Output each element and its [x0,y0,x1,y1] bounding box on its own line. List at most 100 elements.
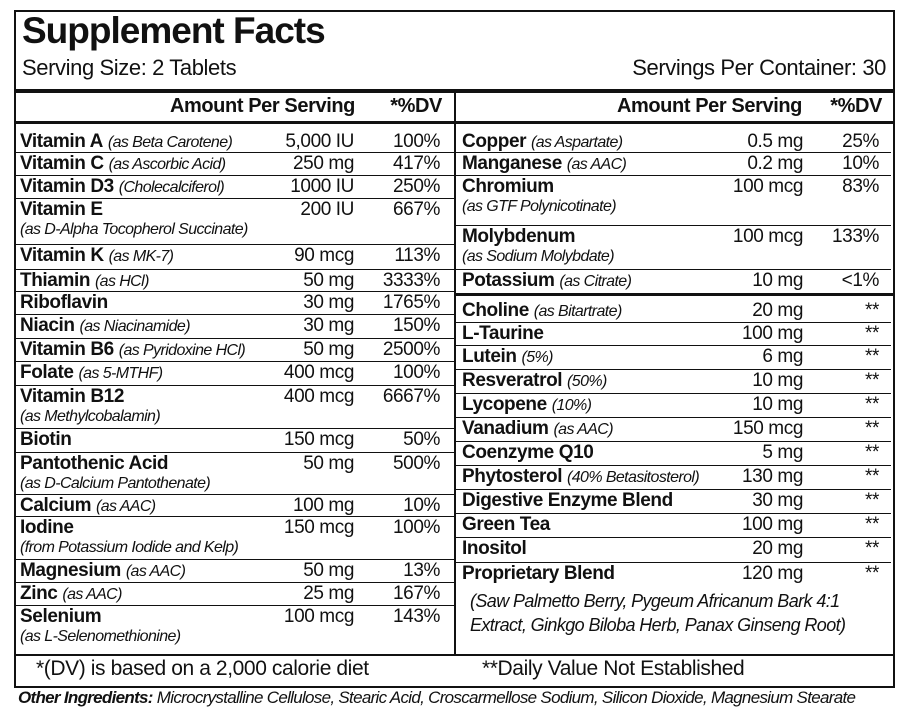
nutrient-name: Coenzyme Q10 [462,442,594,463]
amount: 30 mg [752,490,803,511]
amount: 25 mg [303,583,354,604]
nutrient-name: Vitamin A [20,131,103,152]
row-rule [14,198,454,199]
nutrient-name: Vitamin C [20,153,104,174]
daily-value: 500% [393,453,440,474]
nutrient-note: (as AAC) [62,586,122,603]
nutrient-note: (40% Betasitosterol) [567,469,700,486]
nutrient-note: (as Methylcobalamin) [20,408,161,425]
daily-value: 143% [393,606,440,627]
nutrient-row: Vitamin A (as Beta Carotene) 5,000 IU 100% [20,131,454,153]
amount: 30 mg [303,315,354,336]
amount: 120 mg [742,563,803,584]
nutrient-row: Manganese (as AAC) 0.2 mg 10% [462,153,891,175]
nutrient-row: Vanadium (as AAC) 150 mcg ** [462,418,891,440]
nutrient-note: (as Beta Carotene) [107,134,233,151]
amount: 6 mg [762,346,803,367]
daily-value: 6667% [382,386,441,407]
amount: 150 mcg [283,429,354,450]
amount: 10 mg [752,370,803,391]
amount: 10 mg [752,394,803,415]
amount: 100 mg [293,495,354,516]
nutrient-row: Green Tea 100 mg ** [462,514,891,536]
daily-value: 417% [393,153,440,174]
nutrient-row: Lycopene (10%) 10 mg ** [462,394,891,416]
nutrient-row: Inositol 20 mg ** [462,538,891,560]
nutrient-row: Folate (as 5-MTHF) 400 mcg 100% [20,362,454,384]
nutrient-name: Vanadium [462,418,549,439]
daily-value: 150% [393,315,440,336]
nutrient-row: Lutein (5%) 6 mg ** [462,346,891,368]
daily-value: 250% [393,176,440,197]
nutrient-name: Inositol [462,538,527,559]
daily-value: ** [865,538,879,559]
nutrient-name: Molybdenum [462,226,576,247]
daily-value: ** [865,300,879,321]
daily-value: 25% [842,131,879,152]
row-rule [14,559,454,560]
row-rule [14,269,454,270]
amount: 400 mcg [283,386,354,407]
amount: 400 mcg [283,362,354,383]
row-rule [456,345,891,346]
nutrient-note: (as 5-MTHF) [78,365,163,382]
daily-value: <1% [841,270,880,291]
daily-value: 13% [403,560,440,581]
row-rule [456,269,891,270]
amount: 90 mcg [294,245,354,266]
nutrient-row: Proprietary Blend (Saw Palmetto Berry, Py… [462,563,891,635]
row-rule [456,441,891,442]
row-rule [456,465,891,466]
daily-value: 667% [393,199,440,220]
row-rule [456,369,891,370]
amount: 250 mg [293,153,354,174]
nutrient-name: Magnesium [20,560,121,581]
nutrient-name: Pantothenic Acid [20,453,169,474]
nutrient-row: Vitamin D3 (Cholecalciferol) 1000 IU 250% [20,176,454,198]
row-rule [14,516,454,517]
nutrient-note: (10%) [551,397,592,414]
amount: 100 mcg [732,226,803,247]
nutrient-note: (as Ascorbic Acid) [108,156,227,173]
nutrient-note: (Saw Palmetto Berry, Pygeum Africanum Ba… [470,591,846,635]
daily-value: ** [865,394,879,415]
nutrient-note: (as Citrate) [559,273,632,290]
daily-value: ** [865,466,879,487]
nutrient-name: Digestive Enzyme Blend [462,490,673,511]
nutrient-name: Vitamin B6 [20,339,114,360]
footer-rule [14,654,893,656]
other-ingredients-text: Microcrystalline Cellulose, Stearic Acid… [156,688,856,707]
nutrient-name: Zinc [20,583,58,604]
thick-rule [14,89,893,93]
row-rule [14,428,454,429]
row-rule [14,361,454,362]
daily-value: 100% [393,517,440,538]
daily-value: 100% [393,362,440,383]
nutrient-name: L-Taurine [462,323,544,344]
header-dv: *%DV [830,95,882,117]
nutrient-note: (as Bitartrate) [533,303,623,320]
nutrient-row: Pantothenic Acid (as D-Calcium Pantothena… [20,453,454,492]
row-rule [456,175,891,176]
nutrient-name: Lycopene [462,394,547,415]
nutrient-note: (as D-Calcium Pantothenate) [20,475,211,492]
nutrient-row: Magnesium (as AAC) 50 mg 13% [20,560,454,582]
nutrient-row: Biotin 150 mcg 50% [20,429,454,451]
nutrient-name: Potassium [462,270,555,291]
nutrient-name: Riboflavin [20,292,108,313]
column-divider [454,89,456,655]
nutrient-note: (as Sodium Molybdate) [462,248,615,265]
row-rule [14,175,454,176]
amount: 100 mcg [732,176,803,197]
nutrient-row: Selenium (as L-Selenomethionine) 100 mcg 14… [20,606,454,645]
row-rule [456,537,891,538]
nutrient-row: Molybdenum (as Sodium Molybdate) 100 mcg 13… [462,226,891,265]
nutrient-name: Chromium [462,176,554,197]
nutrient-row: Zinc (as AAC) 25 mg 167% [20,583,454,605]
amount: 5,000 IU [285,131,354,152]
amount: 130 mg [742,466,803,487]
nutrient-name: Green Tea [462,514,550,535]
amount: 150 mcg [732,418,803,439]
nutrient-name: Thiamin [20,270,91,291]
row-rule [14,582,454,583]
